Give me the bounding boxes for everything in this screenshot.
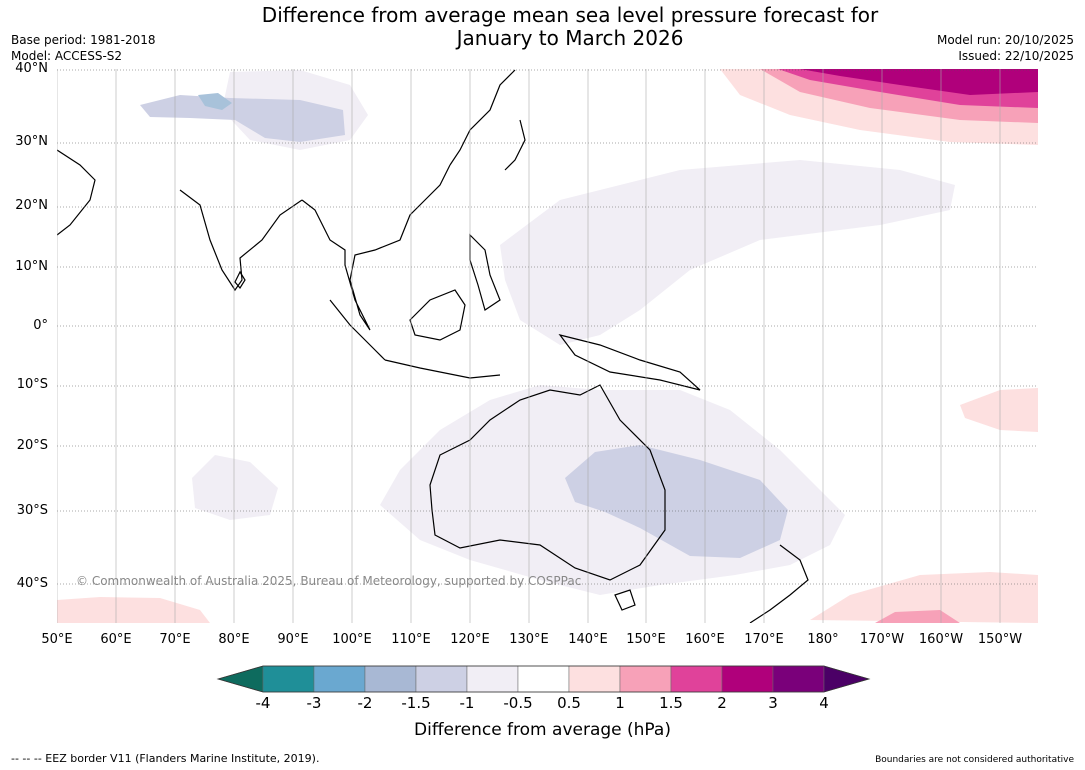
anomaly-region-positive-south-east [875,610,960,623]
colorbar-tick-minus1: -1 [459,694,475,712]
colorbar-tick-3: 3 [768,694,778,712]
issued-date: Issued: 22/10/2025 [958,49,1074,63]
colorbar-segment-7 [568,665,621,693]
colorbar-low-arrow [217,665,264,693]
meta-right: Model run: 20/10/2025 Issued: 22/10/2025 [937,32,1074,64]
colorbar-segment-4 [415,665,468,693]
lat-label-10s: 10°S [16,377,48,392]
lon-label-60e: 60°E [100,632,132,647]
colorbar-tick-1-5: 1.5 [659,694,683,712]
base-period: Base period: 1981-2018 [11,33,156,47]
colorbar-tick-minus3: -3 [306,694,322,712]
colorbar-segment-8 [619,665,672,693]
lat-label-20n: 20°N [15,198,48,213]
colorbar-segment-5 [466,665,519,693]
coastline-java [384,359,501,379]
anomaly-region-light-negative-indian-ocean [192,455,278,520]
lon-label-70e: 70°E [159,632,191,647]
meta-left: Base period: 1981-2018 Model: ACCESS-S2 [11,32,156,64]
colorbar-tick-minus1-5: -1.5 [401,694,431,712]
coastline-sumatra [329,299,386,361]
anomaly-region-negative-tibet [140,95,345,142]
coastline-sri-lanka [234,270,246,290]
coastline-china [449,69,516,166]
colorbar-tick-2: 2 [717,694,727,712]
lat-label-30s: 30°S [16,503,48,518]
colorbar-outline [216,665,871,693]
lon-label-160e: 160°E [685,632,725,647]
anomaly-region-positive-3-north [800,69,1038,95]
title-line-1: Difference from average mean sea level p… [261,3,879,27]
colorbar-tick-0-5: 0.5 [557,694,581,712]
lat-label-30n: 30°N [15,134,48,149]
lon-label-150e: 150°E [626,632,666,647]
boundaries-disclaimer: Boundaries are not considered authoritat… [875,755,1074,765]
coastline-australia [429,384,666,581]
colorbar-tick-minus2: -2 [357,694,373,712]
colorbar-label: Difference from average (hPa) [414,720,671,740]
colorbar-segment-11 [772,665,825,693]
anomaly-region-light-positive-east [960,388,1038,432]
lat-label-10n: 10°N [15,259,48,274]
lon-label-140e: 140°E [568,632,608,647]
colorbar-segment-2 [313,665,366,693]
colorbar-tick-minus4: -4 [255,694,271,712]
lon-label-170w: 170°W [859,632,905,647]
colorbar-segment-10 [721,665,774,693]
title-line-2: January to March 2026 [456,26,684,50]
colorbar-segment-1 [262,665,315,693]
lon-label-170e: 170°E [744,632,784,647]
copyright-notice: © Commonwealth of Australia 2025, Bureau… [76,574,582,588]
lon-label-50e: 50°E [41,632,73,647]
meridians [57,69,1001,623]
coastline-borneo [409,289,466,341]
lon-label-150w: 150°W [977,632,1023,647]
lon-label-160w: 160°W [918,632,964,647]
anomaly-region-negative-australia [565,445,788,558]
colorbar-high-arrow [823,665,870,693]
anomaly-region-light-positive-south-west [57,597,210,623]
lon-label-80e: 80°E [218,632,250,647]
coastline-se-asia [301,164,451,331]
coastline-japan [504,119,526,171]
coastline-new-zealand [749,544,809,623]
anomaly-region-minus-2-himalaya [198,93,232,110]
colorbar-segment-3 [364,665,417,693]
model-name: Model: ACCESS-S2 [11,49,123,63]
coastline-arabia [57,149,96,236]
lon-label-180: 180° [807,632,839,647]
map-title: Difference from average mean sea level p… [200,4,940,50]
lon-label-100e: 100°E [332,632,372,647]
coastlines [57,69,809,623]
colorbar-tick-1: 1 [615,694,625,712]
lon-label-120e: 120°E [450,632,490,647]
lon-label-90e: 90°E [277,632,309,647]
model-run: Model run: 20/10/2025 [936,33,1074,47]
coastline-india [179,189,303,292]
lat-label-40s: 40°S [16,576,48,591]
colorbar-segment-9 [670,665,723,693]
colorbar-tick-minus0-5: -0.5 [503,694,533,712]
lat-label-20s: 20°S [16,438,48,453]
colorbar-tick-4: 4 [819,694,829,712]
eez-border-note: -- -- -- EEZ border V11 (Flanders Marine… [11,752,320,765]
colorbar-segment-6 [517,665,570,693]
lon-label-130e: 130°E [509,632,549,647]
coastline-new-guinea [558,334,701,391]
lat-label-40n: 40°N [15,61,48,76]
lon-label-110e: 110°E [391,632,431,647]
anomaly-region-light-positive-south-east [810,572,1038,623]
coastline-philippines [469,233,501,311]
coastline-tasmania [614,589,636,611]
lat-label-equator: 0° [33,318,48,333]
anomaly-region-light-negative-pacific [500,160,955,345]
